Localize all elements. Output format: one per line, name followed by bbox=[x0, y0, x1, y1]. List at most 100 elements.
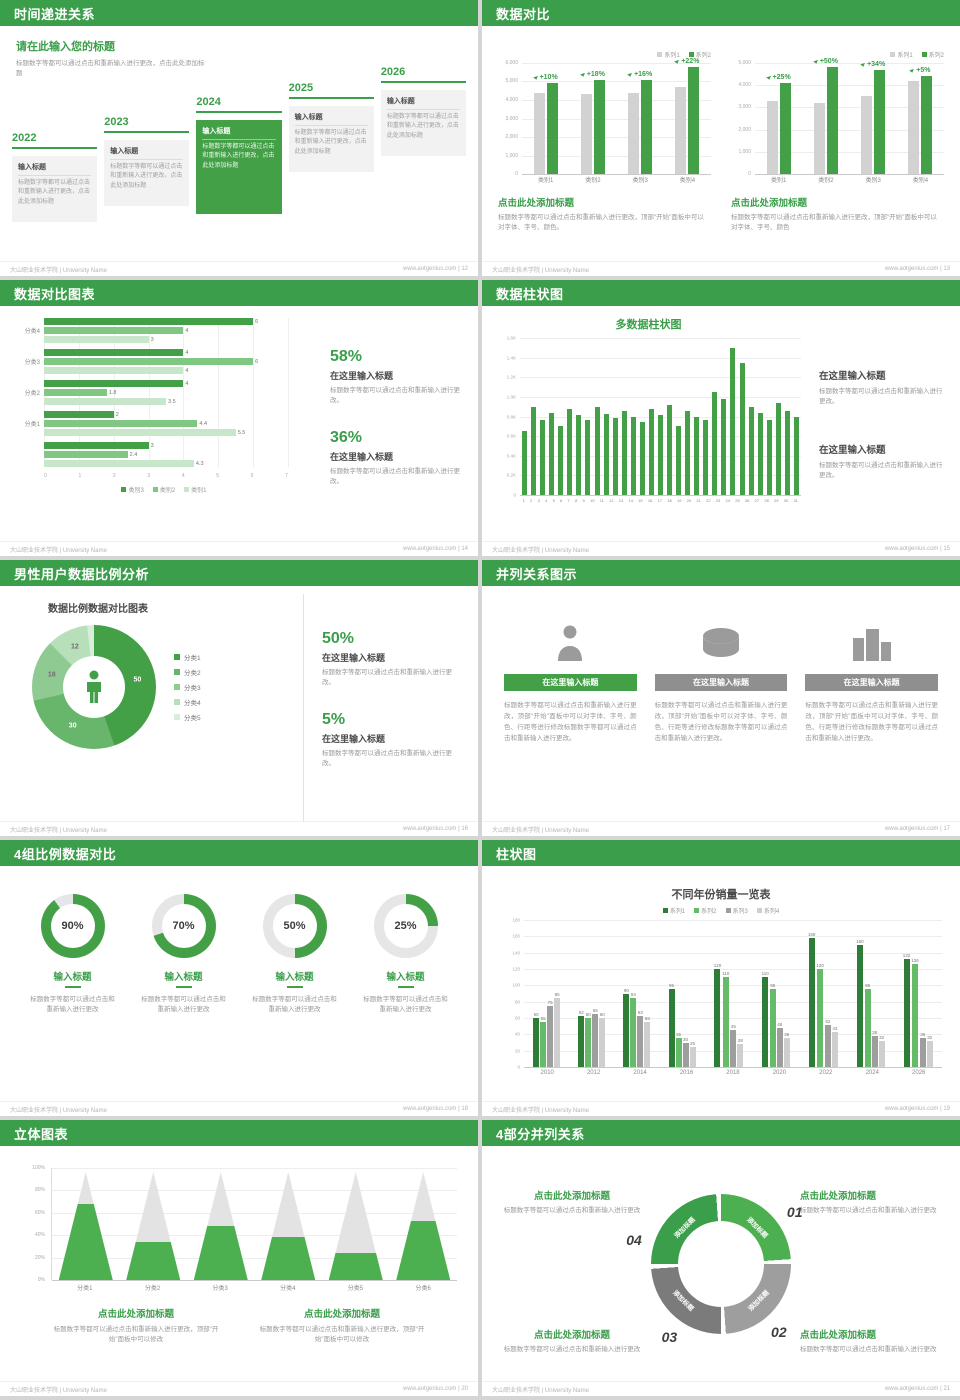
notes-row: 点击此处添加标题 标题数字等都可以通过点击和重新输入进行更改，顶部“开始”面板中… bbox=[16, 1306, 462, 1346]
ring-title: 输入标题 bbox=[164, 972, 203, 983]
bar-wrap: 126 bbox=[911, 920, 919, 1067]
y-tick: 0.8K bbox=[506, 414, 516, 419]
legend-item: 系列2 bbox=[921, 50, 944, 59]
growth-label: +5% bbox=[910, 67, 930, 74]
x-label: 24 bbox=[725, 498, 730, 503]
bar bbox=[676, 426, 682, 495]
x-axis: 类别1 类别2 类别3 类别4 bbox=[755, 174, 944, 185]
x-label: 2 bbox=[530, 498, 533, 503]
bar bbox=[44, 327, 184, 334]
timeline-underline bbox=[380, 81, 467, 83]
bar-wrap: 95 bbox=[769, 920, 776, 1067]
chart-legend: 系列1 系列2 bbox=[498, 50, 711, 59]
bar-value: 120 bbox=[713, 963, 722, 968]
slide-19-bar-chart[interactable]: 柱状图 不同年份销量一览表 系列1 系列2 系列3 系列4 180 160 140 120 1… bbox=[482, 840, 960, 1116]
slide-16-male-user-ratio[interactable]: 男性用户数据比例分析 数据比例数据对比图表 50 30 18 12 分类1 分类2 分类3… bbox=[0, 560, 478, 836]
footer-school: 大山职业技术学院 | University Name bbox=[492, 547, 589, 554]
legend-item: 系列2 bbox=[688, 50, 711, 59]
bar-value: 45 bbox=[730, 1024, 736, 1030]
slide-14-hbar-comparison[interactable]: 数据对比图表 分类4 6 4 3 分类3 4 6 4 分类2 4 1.8 3.5 分类1 2 4.4 5.5 3… bbox=[0, 280, 478, 556]
bar-value: 4.3 bbox=[195, 460, 204, 467]
slide-21-four-part-cycle[interactable]: 4部分并列关系 点击此处添加标题 标题数字等都可以通过点击和重新输入进行更改 点… bbox=[482, 1120, 960, 1396]
ring-center: 50% bbox=[272, 904, 317, 948]
y-tick: 0 bbox=[515, 171, 518, 177]
note-title: 在这里输入标题 bbox=[819, 444, 886, 456]
legend-swatch bbox=[725, 908, 731, 913]
bar-group bbox=[712, 338, 718, 495]
legend-swatch bbox=[174, 684, 180, 690]
bar bbox=[703, 420, 709, 495]
slide-12-time-progression[interactable]: 时间递进关系 请在此输入您的标题 标题数字等都可以通过点击和重新输入进行更改，点… bbox=[0, 0, 478, 276]
bar bbox=[44, 451, 128, 458]
bar-wrap: 158 bbox=[808, 920, 815, 1067]
bar-group bbox=[603, 338, 609, 495]
site-url: www.aotgenius.com bbox=[403, 1386, 457, 1392]
bar-group bbox=[549, 338, 555, 495]
gridline bbox=[755, 85, 944, 87]
bar-value: 110 bbox=[722, 971, 730, 977]
page-number: 16 bbox=[461, 826, 468, 832]
legend-item: 系列4 bbox=[756, 906, 779, 915]
cone bbox=[328, 1172, 383, 1280]
slide-15-column-chart[interactable]: 数据柱状图 多数据柱状图 1.6K 1.4K 1.2K 1.0K 0.8K 0.6K 0.4… bbox=[482, 280, 960, 556]
bar-wrap bbox=[594, 338, 600, 495]
bar-group bbox=[766, 338, 772, 495]
bars: 6 4 3 bbox=[44, 318, 288, 343]
stat-text: 标题数字等都可以通过点击和重新输入进行更改。 bbox=[330, 467, 460, 486]
x-tick: 1 bbox=[78, 473, 82, 479]
bar-value: 6 bbox=[255, 358, 259, 365]
bar-wrap: 95 bbox=[864, 920, 871, 1067]
bar-wrap bbox=[688, 63, 700, 174]
slide-body: 不同年份销量一览表 系列1 系列2 系列3 系列4 180 160 140 120 100 80… bbox=[482, 866, 960, 1101]
timeline-card-text: 标题数字等都可以通过点击和重新输入进行更改，点击此处添加标题 bbox=[202, 144, 275, 169]
intro-block: 请在此输入您的标题 标题数字等都可以通过点击和重新输入进行更改，点击此处添加标题 bbox=[16, 38, 206, 80]
y-tick: 1.0K bbox=[506, 394, 516, 400]
bar-wrap: 65 bbox=[592, 920, 599, 1067]
bar-group: 110 95 48 35 bbox=[762, 920, 790, 1067]
group-label: 分类4 bbox=[24, 329, 40, 335]
slide-footer: 大山职业技术学院 | University Name www.aotgenius… bbox=[482, 541, 960, 556]
x-label: 4 bbox=[545, 498, 548, 503]
timeline-year: 2022 bbox=[12, 132, 37, 144]
timeline-card-title: 输入标题 bbox=[202, 126, 276, 140]
bar bbox=[644, 1022, 651, 1067]
bar bbox=[623, 993, 630, 1067]
separator: | bbox=[938, 826, 944, 832]
legend-label: 分类4 bbox=[184, 700, 201, 707]
stat-percent: 36% bbox=[330, 428, 363, 446]
bar-value: 2 bbox=[115, 411, 119, 418]
bar-value: 6 bbox=[255, 318, 259, 325]
cycle-diagram: 添加标题 01 添加标题 02 添加标题 03 添加标题 04 bbox=[611, 1180, 831, 1348]
bar bbox=[688, 66, 700, 174]
x-label: 18 bbox=[667, 498, 672, 503]
bar-value: 2.4 bbox=[129, 451, 138, 458]
x-label: 类别3 bbox=[632, 178, 648, 184]
y-tick: 60% bbox=[34, 1209, 45, 1216]
bar-group: 158 120 52 43 bbox=[808, 920, 838, 1067]
bar-wrap: 110 bbox=[722, 920, 729, 1067]
plot-area: 60 55 75 85 62 60 65 60 90 84 63 55 95 35 30 25 120 110 45… bbox=[524, 920, 942, 1068]
gridline bbox=[522, 155, 711, 157]
bar-wrap: 48 bbox=[776, 920, 783, 1067]
bar bbox=[808, 937, 815, 1067]
footer-school: 大山职业技术学院 | University Name bbox=[10, 1107, 107, 1114]
comparison-panel: 系列1 系列2 6,000 5,000 4,000 3,000 2,000 1,000 0 +1… bbox=[498, 34, 711, 261]
slide-17-parallel-relationship[interactable]: 并列关系图示 在这里输入标题 标题数字等都可以通过点击和重新输入进行更改，顶部“… bbox=[482, 560, 960, 836]
slice-value: 12 bbox=[71, 643, 79, 651]
slide-body: 100% 80% 60% 40% 20% 0% 分类1 分类2 分类3 分类4 分类5 分类6 点击此… bbox=[0, 1146, 478, 1381]
slide-header: 柱状图 bbox=[482, 840, 960, 866]
grouped-bar-chart: 5,000 4,000 3,000 2,000 1,000 0 +25% +50% +34% +5… bbox=[731, 58, 944, 185]
x-label: 分类3 bbox=[212, 1286, 228, 1292]
x-label: 26 bbox=[744, 498, 750, 503]
bar-wrap: 30 bbox=[682, 920, 689, 1067]
slide-20-cone-chart[interactable]: 立体图表 100% 80% 60% 40% 20% 0% 分类1 分类2 分类3 分类4 分类5 分类… bbox=[0, 1120, 478, 1396]
slide-13-data-comparison[interactable]: 数据对比 系列1 系列2 6,000 5,000 4,000 3,000 2,000 1,0… bbox=[482, 0, 960, 276]
stat-text: 标题数字等都可以通过点击和重新输入进行更改。 bbox=[322, 669, 452, 687]
slide-footer: 大山职业技术学院 | University Name www.aotgenius… bbox=[0, 1381, 478, 1396]
slide-18-four-ring-comparison[interactable]: 4组比例数据对比 90% 输入标题 标题数字等都可以通过点击和重新输入进行更改 … bbox=[0, 840, 478, 1116]
bar-group bbox=[730, 338, 736, 495]
bar-group: +22% bbox=[675, 58, 700, 174]
bar bbox=[603, 413, 609, 495]
page-number: 13 bbox=[943, 266, 950, 272]
bar bbox=[667, 404, 673, 495]
